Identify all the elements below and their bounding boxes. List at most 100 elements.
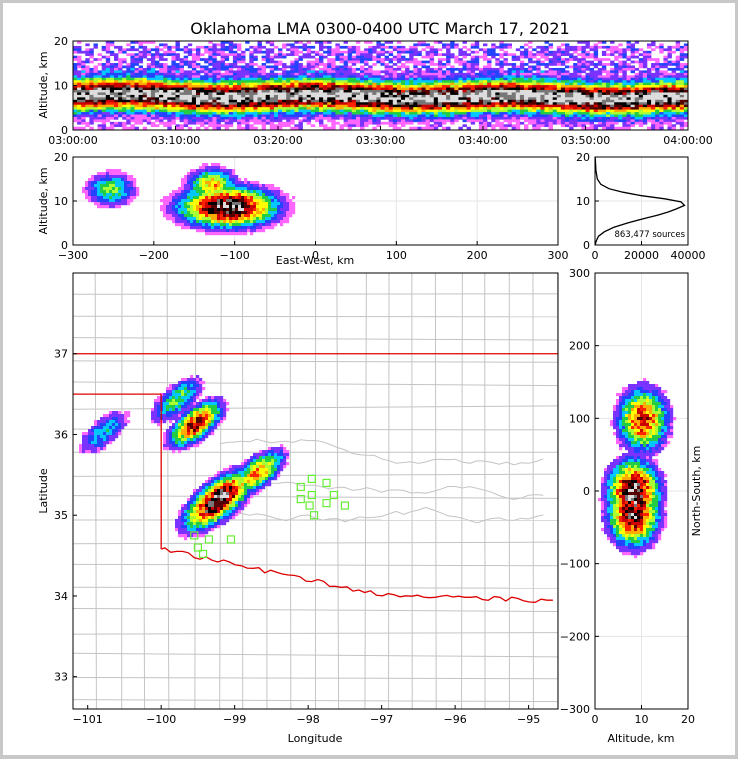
time-altitude-cell	[126, 78, 130, 81]
time-altitude-cell	[569, 95, 573, 98]
time-altitude-cell	[102, 127, 106, 130]
time-altitude-cell	[212, 48, 216, 51]
time-altitude-cell	[299, 83, 303, 86]
time-altitude-cell	[221, 107, 225, 110]
time-altitude-cell	[635, 83, 639, 86]
time-altitude-cell	[569, 80, 573, 83]
time-altitude-cell	[266, 58, 270, 61]
time-altitude-cell	[85, 122, 89, 125]
time-altitude-cell	[139, 122, 143, 125]
time-altitude-cell	[188, 127, 192, 130]
time-altitude-cell	[176, 115, 180, 118]
time-altitude-cell	[450, 83, 454, 86]
time-altitude-cell	[618, 100, 622, 103]
time-altitude-cell	[89, 100, 93, 103]
time-altitude-cell	[532, 102, 536, 105]
ew-altitude-cell	[193, 223, 196, 226]
time-altitude-cell	[561, 70, 565, 73]
time-altitude-cell	[114, 105, 118, 108]
time-altitude-cell	[344, 110, 348, 113]
time-altitude-cell	[639, 117, 643, 120]
time-altitude-cell	[278, 63, 282, 66]
time-altitude-cell	[360, 92, 364, 95]
ew-altitude-cell	[112, 178, 115, 181]
time-altitude-cell	[639, 100, 643, 103]
time-altitude-cell	[565, 102, 569, 105]
time-altitude-cell	[233, 92, 237, 95]
ew-altitude-cell	[94, 181, 97, 184]
time-altitude-cell	[225, 46, 229, 49]
time-altitude-cell	[319, 78, 323, 81]
time-altitude-cell	[446, 73, 450, 76]
time-altitude-cell	[610, 70, 614, 73]
time-altitude-cell	[225, 83, 229, 86]
time-altitude-cell	[212, 80, 216, 83]
time-altitude-cell	[311, 75, 315, 78]
time-altitude-cell	[331, 100, 335, 103]
time-altitude-cell	[409, 107, 413, 110]
time-altitude-cell	[680, 56, 684, 59]
time-altitude-cell	[536, 85, 540, 88]
time-altitude-cell	[381, 46, 385, 49]
time-altitude-cell	[651, 127, 655, 130]
time-altitude-cell	[253, 117, 257, 120]
time-altitude-cell	[610, 51, 614, 54]
time-altitude-cell	[381, 92, 385, 95]
time-altitude-cell	[180, 70, 184, 73]
lma-figure: Oklahoma LMA 0300-0400 UTC March 17, 202…	[3, 3, 735, 755]
ew-altitude-cell	[202, 220, 205, 223]
time-altitude-cell	[557, 70, 561, 73]
ew-altitude-cell	[118, 205, 121, 208]
time-altitude-cell	[192, 105, 196, 108]
time-altitude-cell	[307, 51, 311, 54]
time-altitude-cell	[651, 83, 655, 86]
time-altitude-cell	[565, 105, 569, 108]
time-altitude-cell	[204, 119, 208, 122]
time-altitude-cell	[344, 73, 348, 76]
time-altitude-cell	[549, 107, 553, 110]
time-altitude-cell	[352, 75, 356, 78]
time-altitude-cell	[651, 105, 655, 108]
time-altitude-cell	[487, 80, 491, 83]
time-altitude-cell	[89, 110, 93, 113]
time-altitude-cell	[85, 51, 89, 54]
time-altitude-cell	[167, 83, 171, 86]
time-altitude-cell	[401, 70, 405, 73]
time-altitude-cell	[311, 100, 315, 103]
time-altitude-cell	[266, 95, 270, 98]
time-altitude-cell	[188, 63, 192, 66]
time-altitude-cell	[495, 58, 499, 61]
time-altitude-cell	[672, 117, 676, 120]
time-altitude-cell	[360, 124, 364, 127]
time-altitude-cell	[430, 112, 434, 115]
time-altitude-cell	[196, 112, 200, 115]
time-altitude-cell	[430, 78, 434, 81]
time-altitude-cell	[130, 115, 134, 118]
time-altitude-cell	[668, 107, 672, 110]
time-altitude-cell	[212, 53, 216, 56]
time-altitude-cell	[668, 117, 672, 120]
time-altitude-cell	[94, 83, 98, 86]
time-altitude-cell	[471, 105, 475, 108]
time-altitude-cell	[200, 68, 204, 71]
time-altitude-cell	[422, 83, 426, 86]
time-altitude-cell	[106, 70, 110, 73]
time-altitude-cell	[422, 66, 426, 69]
time-altitude-cell	[348, 112, 352, 115]
time-altitude-cell	[397, 95, 401, 98]
time-altitude-cell	[569, 90, 573, 93]
time-altitude-cell	[188, 115, 192, 118]
time-altitude-cell	[331, 83, 335, 86]
time-altitude-cell	[442, 46, 446, 49]
time-altitude-cell	[262, 51, 266, 54]
time-altitude-cell	[217, 97, 221, 100]
time-altitude-cell	[479, 100, 483, 103]
time-altitude-cell	[627, 127, 631, 130]
time-altitude-cell	[335, 83, 339, 86]
time-altitude-cell	[655, 73, 659, 76]
ew-altitude-cell	[130, 196, 133, 199]
time-altitude-cell	[364, 119, 368, 122]
time-altitude-cell	[102, 80, 106, 83]
time-altitude-cell	[110, 124, 114, 127]
time-altitude-cell	[573, 78, 577, 81]
